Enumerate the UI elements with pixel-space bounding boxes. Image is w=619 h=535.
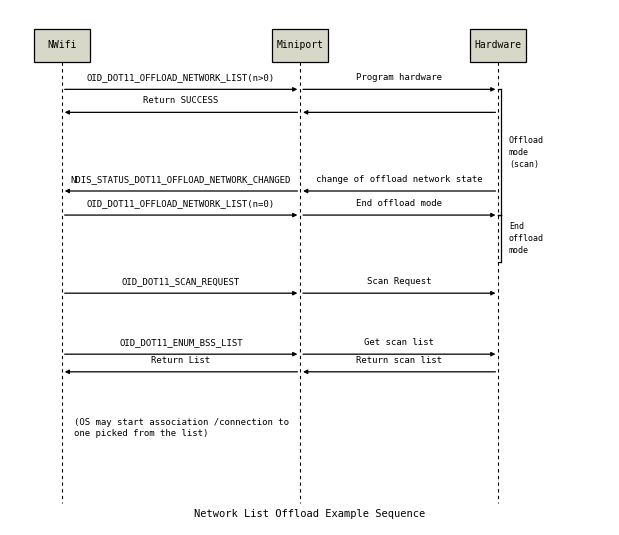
Text: Return scan list: Return scan list xyxy=(357,356,442,365)
Text: OID_DOT11_OFFLOAD_NETWORK_LIST(n>0): OID_DOT11_OFFLOAD_NETWORK_LIST(n>0) xyxy=(87,73,275,82)
Text: Network List Offload Example Sequence: Network List Offload Example Sequence xyxy=(194,509,425,519)
Text: OID_DOT11_OFFLOAD_NETWORK_LIST(n=0): OID_DOT11_OFFLOAD_NETWORK_LIST(n=0) xyxy=(87,199,275,208)
Text: Miniport: Miniport xyxy=(277,41,324,50)
FancyBboxPatch shape xyxy=(34,29,90,62)
FancyBboxPatch shape xyxy=(470,29,526,62)
Text: Scan Request: Scan Request xyxy=(367,277,431,286)
Text: Return SUCCESS: Return SUCCESS xyxy=(144,96,219,105)
Text: OID_DOT11_ENUM_BSS_LIST: OID_DOT11_ENUM_BSS_LIST xyxy=(119,338,243,347)
Text: change of offload network state: change of offload network state xyxy=(316,175,483,184)
Text: NDIS_STATUS_DOT11_OFFLOAD_NETWORK_CHANGED: NDIS_STATUS_DOT11_OFFLOAD_NETWORK_CHANGE… xyxy=(71,175,292,184)
Text: End
offload
mode: End offload mode xyxy=(509,223,544,255)
Text: Return List: Return List xyxy=(152,356,210,365)
Text: NWifi: NWifi xyxy=(47,41,77,50)
Text: Program hardware: Program hardware xyxy=(357,73,442,82)
Text: Get scan list: Get scan list xyxy=(365,338,434,347)
FancyBboxPatch shape xyxy=(272,29,328,62)
Text: Hardware: Hardware xyxy=(475,41,522,50)
Text: OID_DOT11_SCAN_REQUEST: OID_DOT11_SCAN_REQUEST xyxy=(122,277,240,286)
Text: (OS may start association /connection to
one picked from the list): (OS may start association /connection to… xyxy=(74,418,289,438)
Text: Offload
mode
(scan): Offload mode (scan) xyxy=(509,136,544,169)
Text: End offload mode: End offload mode xyxy=(357,199,442,208)
